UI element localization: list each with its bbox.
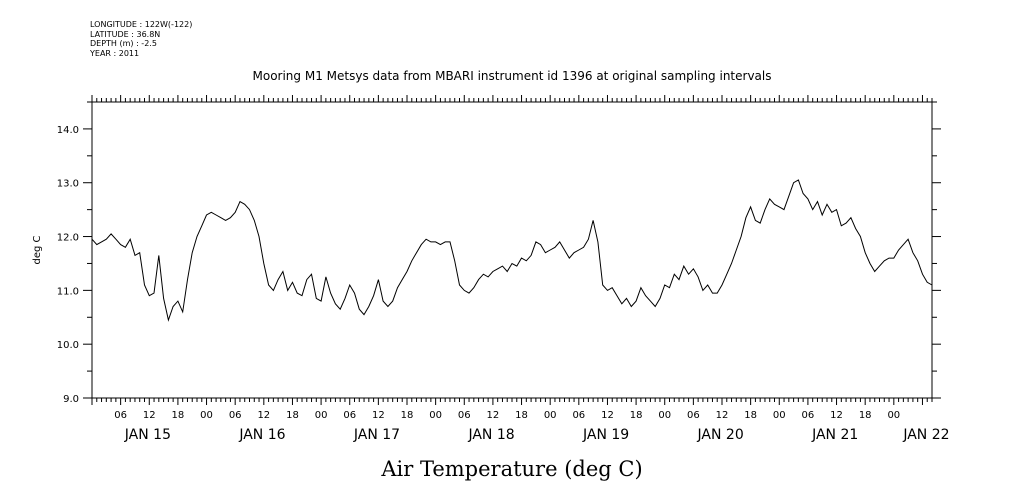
x-hour-tick-label: 06: [458, 410, 471, 421]
x-hour-tick-label: 00: [429, 410, 442, 421]
x-hour-tick-label: 18: [859, 410, 872, 421]
x-hour-tick-label: 00: [773, 410, 786, 421]
x-day-label: JAN 22: [902, 427, 949, 443]
x-hour-tick-label: 06: [687, 410, 700, 421]
x-hour-tick-label: 12: [143, 410, 156, 421]
x-hour-tick-label: 12: [487, 410, 500, 421]
x-hour-tick-label: 12: [830, 410, 843, 421]
x-hour-tick-label: 18: [515, 410, 528, 421]
x-hour-tick-label: 06: [114, 410, 127, 421]
x-hour-tick-label: 18: [401, 410, 414, 421]
x-day-label: JAN 15: [124, 427, 171, 443]
x-hour-tick-label: 06: [229, 410, 242, 421]
y-axis-label: deg C: [32, 235, 43, 264]
air-temperature-line: [91, 179, 933, 322]
x-day-label: JAN 21: [811, 427, 858, 443]
y-tick-label: 11.0: [57, 286, 79, 297]
y-tick-label: 9.0: [63, 394, 79, 405]
x-hour-tick-label: 06: [343, 410, 356, 421]
x-hour-tick-label: 18: [630, 410, 643, 421]
x-axis-title: Air Temperature (deg C): [380, 457, 642, 481]
chart-title: Mooring M1 Metsys data from MBARI instru…: [253, 69, 772, 83]
axis-ticks: [83, 95, 941, 405]
x-hour-tick-label: 06: [572, 410, 585, 421]
x-hour-tick-label: 06: [802, 410, 815, 421]
y-tick-label: 14.0: [57, 125, 79, 136]
x-hour-tick-label: 00: [544, 410, 557, 421]
x-hour-tick-label: 18: [172, 410, 185, 421]
y-tick-label: 12.0: [57, 233, 79, 244]
y-tick-label: 10.0: [57, 340, 79, 351]
axis-labels: 06 12 18 00 06 12 18 00 06 12 18 00 06 12 18 00 06 12 18 00…: [57, 125, 950, 443]
x-hour-tick-label: 18: [286, 410, 299, 421]
plot-frame: [91, 101, 933, 399]
x-hour-tick-label: 12: [601, 410, 614, 421]
depth-label: DEPTH (m) : -2.5: [90, 39, 157, 48]
x-day-label: JAN 16: [238, 427, 285, 443]
year-label: YEAR : 2011: [90, 48, 140, 58]
x-hour-tick-label: 00: [315, 410, 328, 421]
x-day-label: JAN 19: [582, 427, 629, 443]
x-hour-tick-label: 00: [658, 410, 671, 421]
x-day-label: JAN 20: [697, 427, 744, 443]
x-hour-tick-label: 12: [716, 410, 729, 421]
x-day-label: JAN 18: [467, 427, 514, 443]
x-hour-tick-label: 12: [372, 410, 385, 421]
latitude-label: LATITUDE : 36.8N: [90, 29, 161, 39]
x-hour-tick-label: 00: [200, 410, 213, 421]
x-hour-tick-label: 00: [887, 410, 900, 421]
metadata-block: LONGITUDE : 122W(-122) LATITUDE : 36.8N …: [90, 20, 192, 58]
longitude-label: LONGITUDE : 122W(-122): [90, 20, 193, 29]
x-hour-tick-label: 12: [257, 410, 270, 421]
x-hour-tick-label: 18: [744, 410, 757, 421]
y-tick-label: 13.0: [57, 179, 79, 190]
x-day-label: JAN 17: [353, 427, 400, 443]
